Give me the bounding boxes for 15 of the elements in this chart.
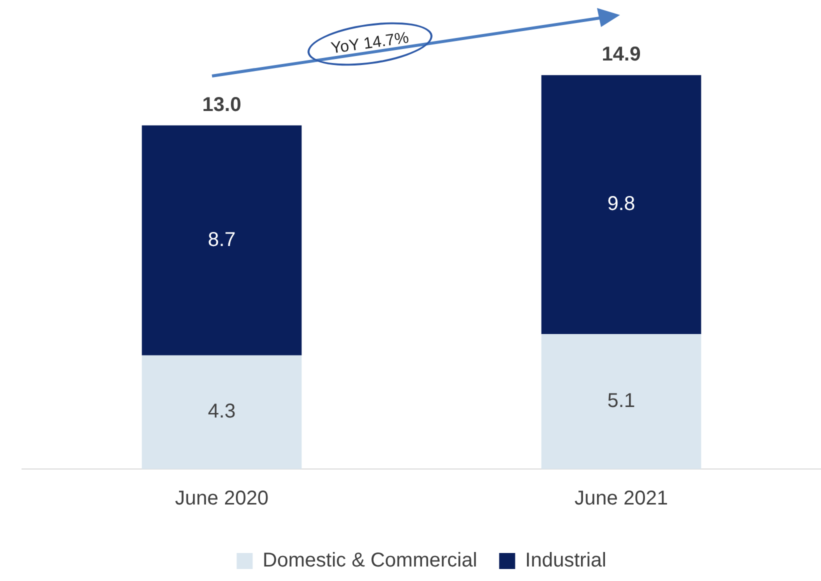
data-label: 9.8 bbox=[607, 193, 636, 216]
data-label: 5.1 bbox=[607, 390, 636, 412]
total-label: 13.0 bbox=[202, 94, 242, 116]
x-tick-label: June 2020 bbox=[175, 488, 268, 510]
bar bbox=[541, 334, 702, 469]
text: YoY 14.7% bbox=[304, 15, 436, 73]
total-label: 14.9 bbox=[602, 44, 641, 66]
legend-label: Domestic & Commercial bbox=[262, 550, 478, 572]
legend-label: Industrial bbox=[525, 550, 606, 572]
bar bbox=[142, 125, 302, 356]
bar bbox=[541, 75, 702, 334]
x-tick-label: June 2021 bbox=[574, 488, 668, 510]
data-label: 4.3 bbox=[208, 400, 236, 423]
bar bbox=[142, 355, 302, 469]
data-label: 8.7 bbox=[208, 228, 236, 251]
